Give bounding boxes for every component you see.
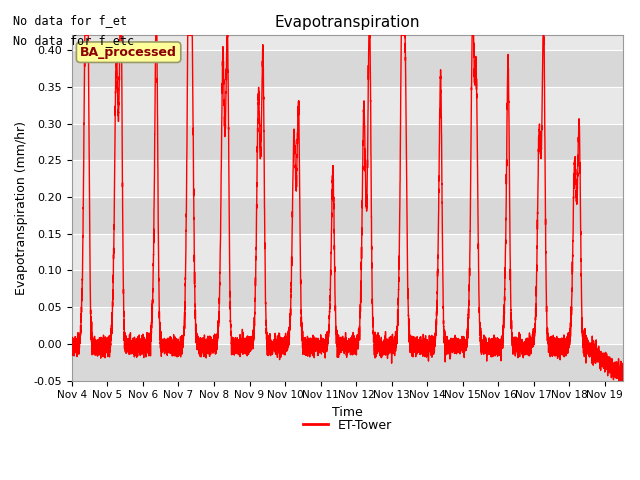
Text: No data for f_etc: No data for f_etc [13,34,134,47]
Bar [72,50,623,87]
Y-axis label: Evapotranspiration (mm/hr): Evapotranspiration (mm/hr) [15,121,28,295]
Bar [72,197,623,234]
Bar [72,271,623,307]
Bar [72,87,623,123]
Legend: ET-Tower: ET-Tower [298,414,397,437]
Bar [72,123,623,160]
Bar [72,234,623,271]
Title: Evapotranspiration: Evapotranspiration [275,15,420,30]
Bar [72,307,623,344]
Bar [72,344,623,381]
X-axis label: Time: Time [332,406,363,419]
Text: No data for f_et: No data for f_et [13,14,127,27]
Bar [72,160,623,197]
Text: BA_processed: BA_processed [80,46,177,59]
